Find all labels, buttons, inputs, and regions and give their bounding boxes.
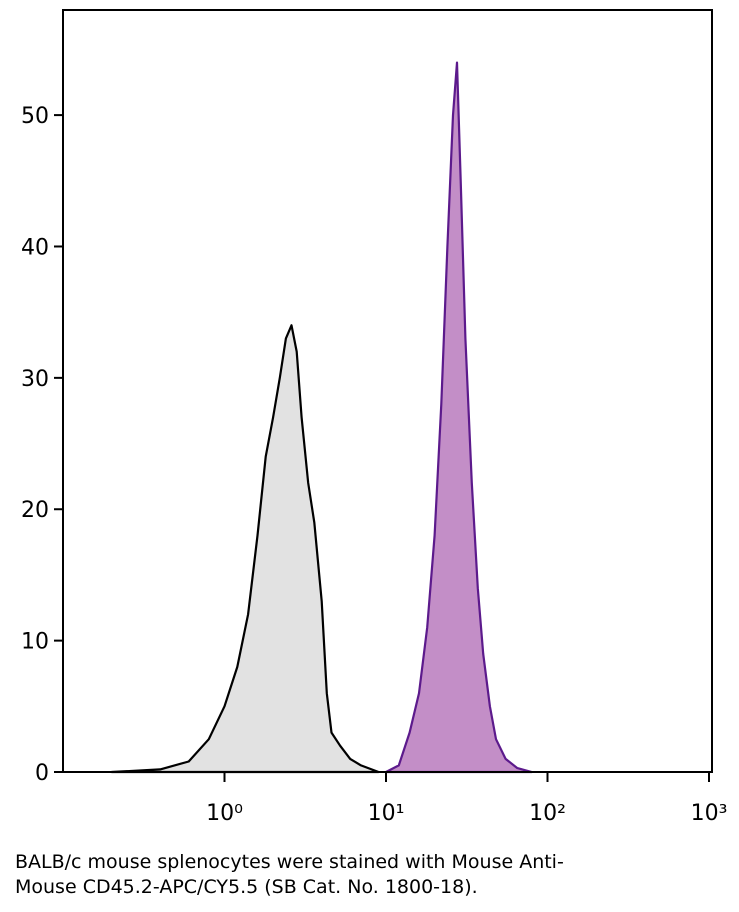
caption-line: Mouse CD45.2-APC/CY5.5 (SB Cat. No. 1800… <box>15 876 478 898</box>
y-tick-label: 10 <box>21 630 49 655</box>
plot-frame <box>62 9 713 773</box>
histogram-area <box>384 61 533 774</box>
y-tick-label: 40 <box>21 235 49 260</box>
y-tick-label: 30 <box>21 367 49 392</box>
x-tick-label: 10¹ <box>368 801 405 826</box>
y-tick-label: 20 <box>21 498 49 523</box>
histogram-area <box>110 324 380 774</box>
x-tick-label: 10³ <box>691 801 728 826</box>
caption-line: BALB/c mouse splenocytes were stained wi… <box>15 851 564 873</box>
x-tick-label: 10² <box>529 801 566 826</box>
chart: 0 10 20 30 40 50 10⁰ 10¹ 10² 10³ <box>21 9 728 826</box>
x-tick-label: 10⁰ <box>206 801 243 826</box>
y-tick-label: 0 <box>35 761 49 786</box>
y-tick-label: 50 <box>21 104 49 129</box>
